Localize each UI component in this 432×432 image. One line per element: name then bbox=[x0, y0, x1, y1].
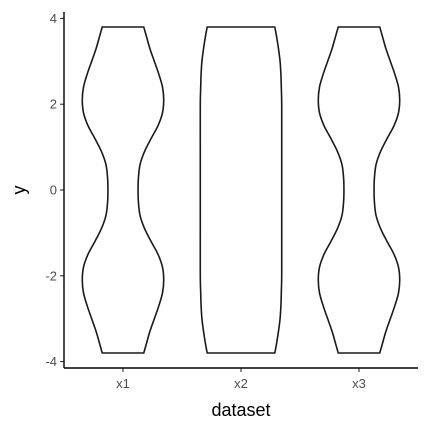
y-axis-ticks: -4 -2 0 2 4 bbox=[45, 11, 64, 369]
x-axis-title: dataset bbox=[211, 400, 270, 420]
violin-x1 bbox=[81, 26, 165, 354]
violin-x3 bbox=[317, 26, 401, 354]
x-axis-ticks: x1 x2 x3 bbox=[116, 368, 366, 391]
x-tick-label-x2: x2 bbox=[234, 376, 248, 391]
y-tick-label: 0 bbox=[50, 183, 57, 198]
y-axis-title: y bbox=[9, 186, 29, 195]
y-tick-label: -2 bbox=[45, 268, 57, 283]
y-tick-label: 2 bbox=[50, 97, 57, 112]
x-tick-label-x3: x3 bbox=[352, 376, 366, 391]
x-tick-label-x1: x1 bbox=[116, 376, 130, 391]
violin-group bbox=[81, 26, 401, 354]
y-tick-label: 4 bbox=[50, 11, 57, 26]
violin-x2 bbox=[199, 26, 283, 354]
y-tick-label: -4 bbox=[45, 354, 57, 369]
